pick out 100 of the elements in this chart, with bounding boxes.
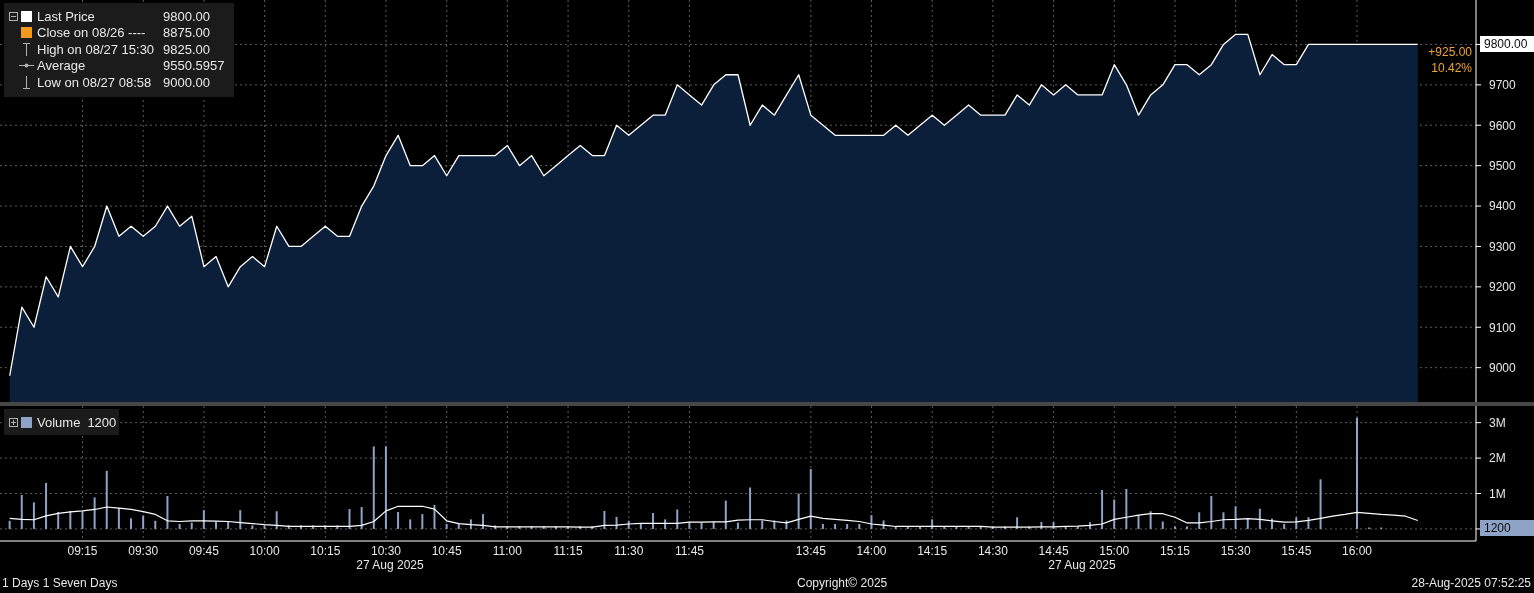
x-tick-label: 10:45 — [431, 543, 463, 558]
bar — [1234, 506, 1237, 529]
legend-label: Last Price — [37, 9, 95, 24]
x-tick-label: 11:45 — [674, 543, 705, 558]
bar — [1101, 489, 1104, 529]
x-tick-label: 15:45 — [1281, 543, 1312, 558]
bar — [32, 502, 35, 529]
y-tick-label: 9700 — [1489, 78, 1517, 93]
bar — [214, 521, 217, 529]
bar — [1186, 526, 1189, 529]
bar — [166, 496, 169, 529]
bar — [421, 514, 424, 529]
x-tick-label: 10:00 — [249, 543, 280, 558]
bar — [154, 520, 157, 529]
bar — [142, 515, 145, 529]
bar — [1016, 517, 1019, 529]
bar — [445, 523, 448, 529]
bar — [1222, 512, 1225, 529]
bar — [397, 511, 400, 529]
bar — [809, 469, 812, 529]
bar — [251, 525, 254, 529]
bar — [1355, 417, 1358, 529]
bar — [275, 511, 278, 529]
bar — [1319, 479, 1322, 529]
y-tick-label: 9000 — [1489, 360, 1517, 375]
bar — [263, 525, 266, 529]
bar — [1258, 508, 1261, 529]
bar — [1173, 526, 1176, 529]
bar — [736, 522, 739, 529]
x-tick-label: 09:30 — [128, 543, 159, 558]
annotation: 9800.00 — [163, 9, 210, 24]
bar — [130, 518, 133, 529]
bar — [348, 509, 351, 529]
bar — [8, 520, 11, 529]
y-tick-label: 9300 — [1489, 239, 1517, 254]
x-tick-label: 14:45 — [1038, 543, 1069, 558]
bar — [664, 519, 667, 529]
text: Copyright© 2025 — [797, 576, 888, 590]
bar — [761, 520, 764, 529]
annotation: 9000.00 — [163, 74, 210, 90]
bar — [749, 487, 752, 529]
bar — [1283, 523, 1286, 529]
x-tick-label: 11:15 — [553, 543, 583, 558]
y-tick-label: 3M — [1489, 415, 1506, 430]
text: 10.42% — [1431, 61, 1472, 76]
bar — [1113, 499, 1116, 529]
bar — [676, 509, 679, 529]
bar — [105, 470, 108, 529]
text: 27 Aug 2025 — [356, 558, 424, 572]
bar — [1125, 488, 1128, 529]
bar — [433, 504, 436, 529]
y-tick-label: 9100 — [1489, 320, 1517, 335]
y-tick-label: 9400 — [1489, 199, 1517, 214]
bar — [603, 510, 606, 529]
bar — [20, 494, 23, 529]
x-tick-label: 11:00 — [492, 543, 523, 558]
bar — [190, 522, 193, 529]
bar — [797, 493, 800, 529]
y-tick-label: 9600 — [1489, 118, 1517, 133]
bar — [469, 519, 472, 529]
x-tick-label: 14:00 — [856, 543, 887, 558]
x-tick-label: 11:30 — [614, 543, 644, 558]
bar — [360, 506, 363, 529]
bar — [409, 519, 412, 529]
bar — [202, 510, 205, 529]
bar — [931, 519, 934, 529]
bar — [457, 523, 460, 529]
bar — [700, 522, 703, 529]
text: 9800.00 — [1484, 37, 1528, 52]
x-tick-label: 15:30 — [1220, 543, 1251, 558]
text: 27 Aug 2025 — [1048, 558, 1116, 572]
bar — [1307, 517, 1310, 529]
x-tick-label: 14:30 — [977, 543, 1009, 558]
bar — [45, 482, 48, 529]
bar — [239, 510, 242, 529]
y-tick-label: 1M — [1489, 486, 1506, 501]
bar — [1149, 511, 1152, 529]
bar — [178, 523, 181, 529]
bar — [117, 508, 120, 529]
annotation: Close on 08/26 ---- — [37, 25, 146, 41]
text: 1200 — [1484, 520, 1511, 535]
bar — [821, 523, 824, 529]
line-series — [9, 505, 1419, 528]
text: 1 Days 1 Seven Days — [2, 576, 118, 590]
x-tick-label: 14:15 — [917, 543, 948, 558]
y-tick-label: 9200 — [1489, 280, 1517, 295]
y-tick-label: 9500 — [1489, 158, 1517, 173]
bar — [1161, 521, 1164, 529]
annotation: 9550.5957 — [163, 58, 225, 74]
y-tick-label: 2M — [1489, 451, 1506, 466]
text: 28-Aug-2025 07:52:25 — [1411, 576, 1531, 590]
bar — [651, 513, 654, 529]
x-tick-label: 15:15 — [1159, 543, 1191, 558]
bar — [639, 523, 642, 529]
bar — [93, 497, 96, 529]
bar — [1246, 518, 1249, 529]
annotation: 9825.00 — [163, 41, 210, 57]
bar — [81, 511, 84, 529]
legend-label: Volume — [37, 415, 81, 430]
annotation: 1200 — [87, 415, 117, 430]
